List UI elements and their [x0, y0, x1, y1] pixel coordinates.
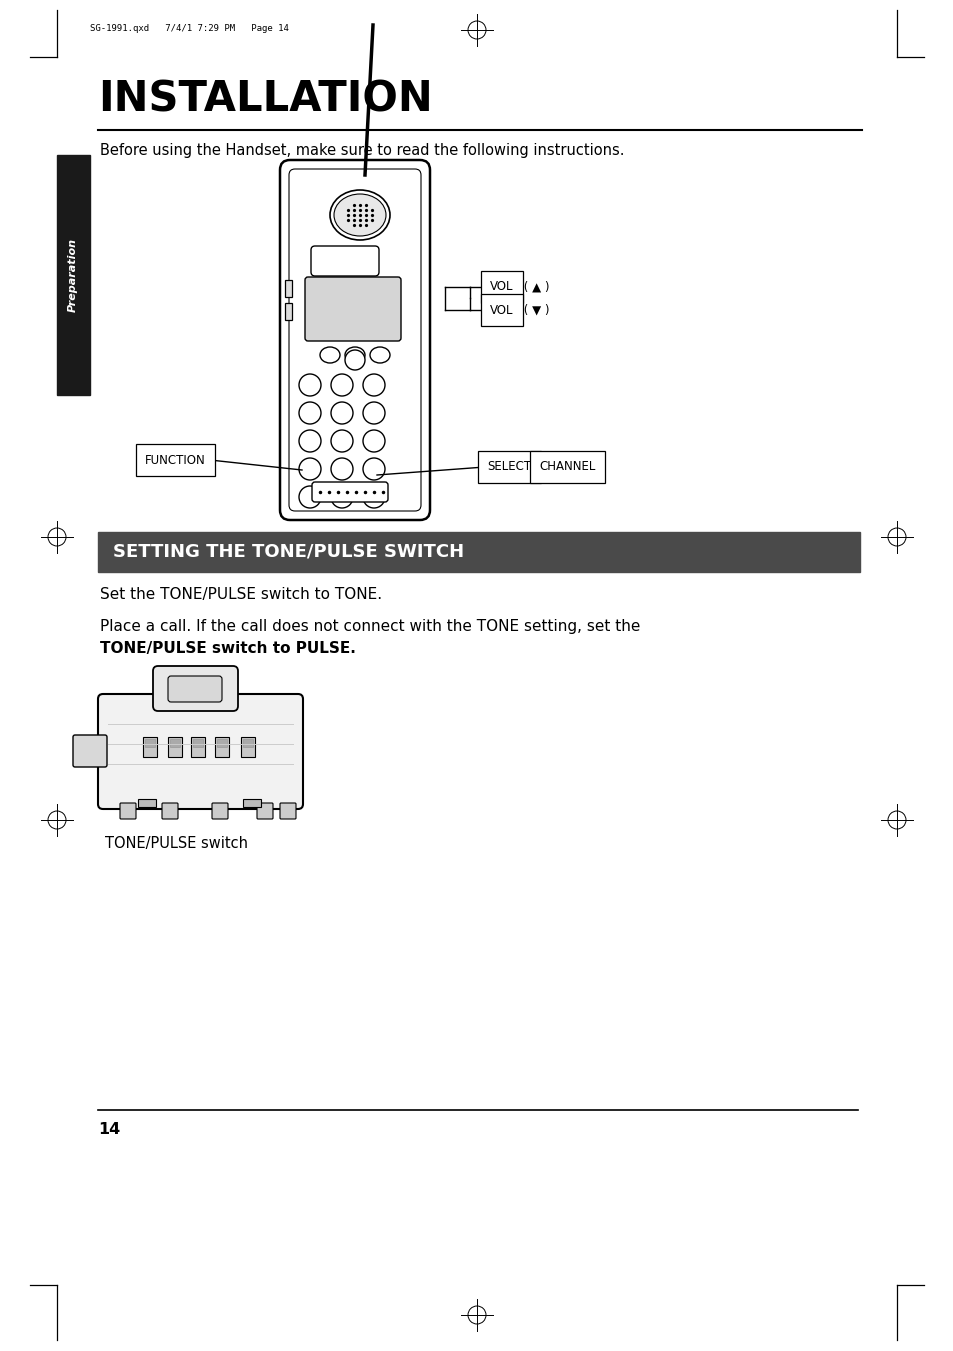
Text: VOL: VOL: [490, 304, 513, 316]
Bar: [98, 532, 859, 571]
Circle shape: [363, 458, 385, 480]
Text: Preparation: Preparation: [68, 238, 78, 312]
Bar: [214, 738, 229, 757]
FancyBboxPatch shape: [162, 802, 178, 819]
Bar: [57, 155, 90, 394]
Circle shape: [363, 486, 385, 508]
Bar: [241, 738, 254, 757]
Circle shape: [331, 430, 353, 453]
Text: SG-1991.qxd   7/4/1 7:29 PM   Page 14: SG-1991.qxd 7/4/1 7:29 PM Page 14: [90, 24, 289, 32]
FancyBboxPatch shape: [120, 802, 136, 819]
Circle shape: [363, 374, 385, 396]
Text: /: /: [529, 461, 540, 473]
FancyBboxPatch shape: [98, 694, 303, 809]
FancyBboxPatch shape: [73, 735, 107, 767]
FancyBboxPatch shape: [305, 277, 400, 340]
Text: Place a call. If the call does not connect with the TONE setting, set the: Place a call. If the call does not conne…: [100, 619, 639, 634]
Circle shape: [363, 430, 385, 453]
Text: VOL: VOL: [490, 281, 513, 293]
Text: TONE/PULSE switch: TONE/PULSE switch: [105, 836, 248, 851]
Bar: [285, 280, 292, 297]
Bar: [143, 738, 157, 757]
Bar: [193, 739, 203, 747]
FancyBboxPatch shape: [311, 246, 378, 276]
Text: 14: 14: [98, 1121, 120, 1138]
Text: ( ▲ ): ( ▲ ): [519, 281, 549, 293]
Text: SETTING THE TONE/PULSE SWITCH: SETTING THE TONE/PULSE SWITCH: [112, 543, 464, 561]
Circle shape: [331, 403, 353, 424]
Text: ( ▼ ): ( ▼ ): [519, 304, 549, 316]
Circle shape: [363, 403, 385, 424]
Ellipse shape: [345, 347, 365, 363]
Circle shape: [298, 374, 320, 396]
FancyBboxPatch shape: [152, 666, 237, 711]
Text: Before using the Handset, make sure to read the following instructions.: Before using the Handset, make sure to r…: [100, 143, 624, 158]
FancyBboxPatch shape: [280, 802, 295, 819]
Text: CHANNEL: CHANNEL: [538, 461, 595, 473]
Ellipse shape: [319, 347, 339, 363]
Circle shape: [298, 486, 320, 508]
Circle shape: [345, 350, 365, 370]
Circle shape: [331, 458, 353, 480]
Circle shape: [298, 430, 320, 453]
Text: TONE/PULSE switch to PULSE.: TONE/PULSE switch to PULSE.: [100, 640, 355, 657]
FancyBboxPatch shape: [168, 676, 222, 703]
Ellipse shape: [334, 195, 386, 236]
FancyBboxPatch shape: [280, 159, 430, 520]
Text: INSTALLATION: INSTALLATION: [98, 78, 433, 120]
Ellipse shape: [370, 347, 390, 363]
FancyBboxPatch shape: [312, 482, 388, 503]
Ellipse shape: [330, 190, 390, 240]
Circle shape: [331, 486, 353, 508]
Circle shape: [331, 374, 353, 396]
Bar: [145, 739, 154, 747]
FancyBboxPatch shape: [212, 802, 228, 819]
Bar: [243, 739, 253, 747]
Text: SELECT: SELECT: [486, 461, 531, 473]
Bar: [138, 798, 156, 807]
Text: FUNCTION: FUNCTION: [145, 454, 206, 466]
Bar: [243, 798, 261, 807]
Bar: [168, 738, 182, 757]
Text: Set the TONE/PULSE switch to TONE.: Set the TONE/PULSE switch to TONE.: [100, 586, 382, 603]
Bar: [170, 739, 180, 747]
Circle shape: [298, 403, 320, 424]
FancyBboxPatch shape: [256, 802, 273, 819]
Bar: [216, 739, 227, 747]
Bar: [191, 738, 205, 757]
Circle shape: [298, 458, 320, 480]
Bar: [285, 303, 292, 320]
